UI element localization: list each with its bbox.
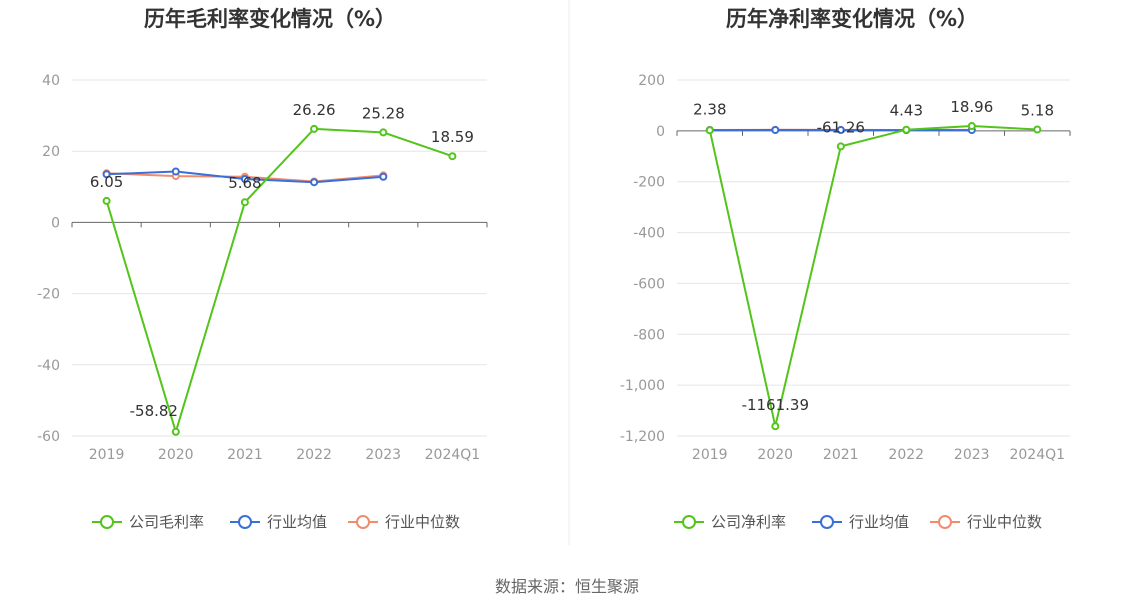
data-label: 26.26 (293, 101, 336, 119)
net-margin-chart: 历年净利率变化情况（%） 200 0 -200 -400 -600 -800 -1,000 -1… (620, 7, 1071, 531)
data-point (240, 175, 249, 183)
y-tick-label: 0 (51, 215, 60, 231)
legend-item[interactable]: 公司毛利率 (92, 513, 204, 531)
y-tick-label: -1,200 (620, 429, 665, 445)
data-point (771, 422, 780, 431)
legend-label: 行业均值 (267, 513, 327, 531)
y-tick-label: 200 (638, 73, 665, 89)
legend-swatch-marker (356, 515, 370, 529)
legend-swatch-marker (820, 515, 834, 529)
x-tick-label: 2023 (954, 447, 990, 463)
legend-label: 行业均值 (849, 513, 909, 531)
y-tick-label: 0 (656, 124, 665, 140)
series-line (708, 125, 1038, 428)
legend-item[interactable]: 公司净利率 (674, 513, 786, 531)
data-label: 5.68 (228, 174, 261, 192)
y-tick-label: -40 (37, 358, 60, 374)
chart-title: 历年净利率变化情况（%） (726, 7, 978, 31)
data-point (448, 152, 457, 161)
y-tick-label: -600 (633, 276, 665, 292)
y-tick-label: -1,000 (620, 378, 665, 394)
legend-label: 行业中位数 (385, 513, 460, 531)
data-label: 18.59 (431, 128, 474, 146)
data-label: 18.96 (950, 98, 993, 116)
data-point (705, 126, 714, 135)
data-label: 6.05 (90, 173, 123, 191)
y-tick-label: 40 (42, 73, 60, 89)
x-tick-label: 2019 (89, 447, 125, 463)
legend-swatch-marker (682, 515, 696, 529)
y-tick-label: -20 (37, 287, 60, 303)
data-point (310, 178, 319, 187)
y-tick-label: 20 (42, 144, 60, 160)
legend-item[interactable]: 行业均值 (812, 513, 909, 531)
data-label: -61.26 (817, 118, 865, 136)
data-point (379, 172, 388, 181)
data-point (771, 126, 780, 134)
data-point (836, 142, 845, 151)
data-point (379, 128, 388, 137)
data-point (102, 170, 111, 179)
data-point (310, 124, 319, 133)
x-tick-label: 2020 (757, 447, 793, 463)
series-line (105, 127, 453, 433)
x-tick-label: 2021 (227, 447, 263, 463)
x-tick-label: 2020 (158, 447, 194, 463)
legend-swatch-marker (100, 515, 114, 529)
legend-item[interactable]: 行业中位数 (348, 513, 460, 531)
x-tick-label: 2019 (692, 447, 728, 463)
y-tick-label: -200 (633, 175, 665, 191)
legend-swatch-marker (238, 515, 252, 529)
data-label: 2.38 (693, 100, 726, 118)
data-label: 5.18 (1021, 102, 1054, 120)
legend-item[interactable]: 行业中位数 (930, 513, 1042, 531)
legend-swatch-marker (938, 515, 952, 529)
data-point (102, 196, 111, 205)
legend-label: 公司毛利率 (129, 513, 204, 531)
x-tick-label: 2024Q1 (425, 447, 481, 463)
gross-margin-chart: 历年毛利率变化情况（%） 40 20 0 -20 -40 -60 2019 2020 2021 20… (37, 7, 488, 531)
y-tick-label: -60 (37, 429, 60, 445)
x-tick-label: 2022 (296, 447, 332, 463)
data-label: 25.28 (362, 104, 405, 122)
data-label: 4.43 (890, 102, 923, 120)
x-tick-label: 2022 (888, 447, 924, 463)
data-point (240, 198, 249, 207)
legend-label: 公司净利率 (711, 513, 786, 531)
x-tick-label: 2023 (365, 447, 401, 463)
legend-item[interactable]: 行业均值 (230, 513, 327, 531)
data-point (1033, 125, 1042, 134)
y-tick-label: -400 (633, 226, 665, 242)
chart-title: 历年毛利率变化情况（%） (144, 7, 396, 31)
data-point (171, 427, 180, 436)
legend-label: 行业中位数 (967, 513, 1042, 531)
x-tick-label: 2024Q1 (1009, 447, 1065, 463)
data-point (836, 126, 845, 134)
x-tick-label: 2021 (823, 447, 859, 463)
data-label: -58.82 (130, 402, 178, 420)
data-source: 数据来源：恒生聚源 (495, 577, 639, 596)
data-point (902, 125, 911, 134)
data-point (967, 122, 976, 130)
y-tick-label: -800 (633, 327, 665, 343)
data-point (171, 167, 180, 176)
data-label: -1161.39 (742, 396, 809, 414)
